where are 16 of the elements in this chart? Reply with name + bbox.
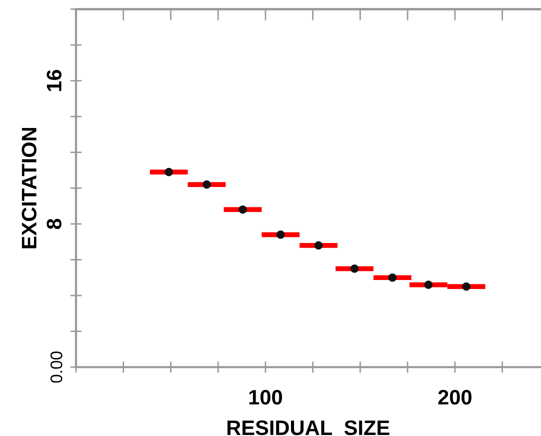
point (238, 205, 247, 214)
point (350, 264, 359, 273)
x-tick-label: 100 (249, 390, 282, 405)
point (202, 180, 211, 189)
point (462, 282, 470, 291)
x-axis-title: RESIDUAL SIZE (227, 420, 390, 436)
y-tick-label: 16 (46, 70, 62, 92)
y-axis-title: EXCITATION (22, 128, 36, 248)
point (388, 273, 397, 282)
point (424, 280, 433, 289)
x-tick-label: 200 (438, 390, 472, 405)
point (314, 241, 323, 250)
y-tick-label: 0.00 (50, 352, 62, 383)
point (164, 168, 174, 176)
point (276, 230, 285, 239)
y-tick-label: 8 (46, 218, 62, 230)
